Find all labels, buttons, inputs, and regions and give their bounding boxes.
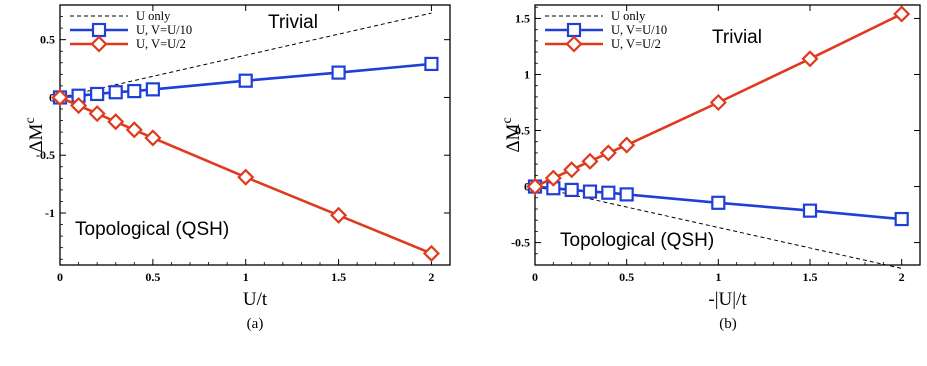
panel-caption: (a) [247, 316, 264, 332]
legend-item: U only [70, 9, 171, 23]
data-point-square [127, 83, 142, 99]
panel-caption: (b) [719, 316, 737, 332]
x-tick-label: 2 [428, 270, 434, 284]
y-tick-label: -0.5 [511, 236, 530, 250]
legend-label: U, V=U/10 [136, 23, 192, 37]
legend-label: U only [136, 9, 171, 23]
data-point-diamond [70, 96, 88, 115]
data-point-diamond [599, 144, 617, 162]
data-point-diamond [526, 177, 544, 196]
data-point-diamond [51, 88, 69, 106]
data-point-diamond [563, 161, 581, 179]
legend-item: U, V=U/10 [70, 22, 192, 38]
series-v-u10 [527, 179, 909, 227]
x-tick-label: 2 [899, 270, 905, 284]
data-point-square [711, 195, 726, 210]
data-point-diamond [893, 5, 911, 23]
plot-frame [59, 4, 451, 266]
region-label-topological: Topological (QSH) [560, 230, 714, 251]
region-label-topological: Topological (QSH) [75, 219, 229, 240]
y-tick-label: 1.5 [515, 11, 530, 25]
legend-marker [566, 22, 582, 38]
y-tick-label: 0.5 [40, 33, 55, 47]
x-tick-label: 0 [57, 270, 63, 284]
data-point-square [238, 73, 253, 88]
series-u-only [59, 12, 432, 98]
chart-panel-b: 00.511.52-0.500.511.5-|U|/tΔMcTrivialTop… [500, 4, 921, 332]
data-point-square [802, 203, 818, 218]
plot-frame [534, 4, 921, 266]
data-point-square [894, 211, 909, 227]
data-point-square [424, 56, 439, 72]
data-point-diamond [422, 244, 440, 262]
data-point-square [145, 82, 160, 97]
legend-marker [91, 22, 107, 38]
series-v-u2 [51, 88, 440, 262]
data-point-square [619, 187, 634, 202]
x-tick-label: 0.5 [145, 270, 160, 284]
legend-marker [90, 35, 108, 53]
data-point-diamond [237, 168, 255, 186]
y-axis-label-sup: c [23, 117, 38, 123]
data-point-square [601, 185, 616, 200]
y-axis-label-sup: c [500, 117, 515, 123]
x-tick-label: 0 [532, 270, 538, 284]
legend-marker [565, 35, 583, 53]
data-point-square [108, 85, 123, 100]
y-axis-label: ΔMc [23, 117, 47, 152]
y-tick-label: 0.5 [515, 124, 530, 138]
x-tick-label: 1 [243, 270, 249, 284]
legend-label: U only [611, 9, 646, 23]
series-v-u2 [526, 5, 911, 196]
legend-label: U, V=U/2 [136, 37, 186, 51]
legend-label: U, V=U/10 [611, 23, 667, 37]
series-line [59, 12, 432, 98]
data-point-square [90, 86, 105, 102]
y-tick-label: -0.5 [36, 148, 55, 162]
data-point-diamond [107, 113, 125, 131]
x-axis-label: -|U|/t [708, 289, 747, 310]
region-label-trivial: Trivial [268, 12, 318, 33]
legend-item: U only [545, 9, 646, 23]
data-point-diamond [125, 121, 143, 139]
data-point-square [564, 182, 579, 198]
data-point-diamond [709, 93, 727, 112]
legend-item: U, V=U/2 [70, 35, 186, 53]
data-point-diamond [581, 152, 599, 170]
series-v-u10 [52, 56, 439, 105]
x-tick-label: 1 [715, 270, 721, 284]
legend-label: U, V=U/2 [611, 37, 661, 51]
legend-item: U, V=U/2 [545, 35, 661, 53]
y-tick-label: -1 [45, 206, 55, 220]
y-tick-label: 1 [524, 67, 530, 81]
data-point-square [582, 184, 598, 199]
x-tick-label: 1.5 [331, 270, 346, 284]
x-axis-label: U/t [243, 289, 268, 310]
y-axis-label: ΔMc [500, 117, 524, 152]
data-point-diamond [88, 105, 106, 123]
data-point-diamond [144, 129, 162, 147]
region-label-trivial: Trivial [712, 27, 762, 48]
data-point-diamond [330, 206, 348, 224]
data-point-square [331, 65, 346, 80]
y-axis-label-main: ΔM [26, 123, 47, 152]
x-tick-label: 1.5 [803, 270, 818, 284]
data-point-diamond [618, 136, 636, 154]
data-point-diamond [544, 169, 562, 187]
data-point-diamond [801, 50, 819, 68]
legend-item: U, V=U/10 [545, 22, 667, 38]
y-axis-label-main: ΔM [503, 123, 524, 152]
x-tick-label: 0.5 [619, 270, 634, 284]
chart-panel-a: 00.511.52-1-0.500.5U/tΔMcTrivialTopologi… [23, 4, 451, 332]
